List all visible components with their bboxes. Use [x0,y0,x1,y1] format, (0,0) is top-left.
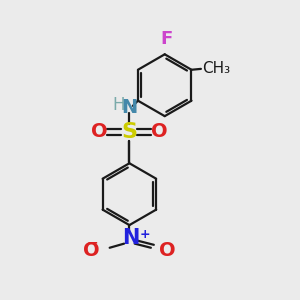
Text: F: F [160,30,172,48]
Text: CH₃: CH₃ [202,61,230,76]
Text: O: O [159,241,176,260]
Text: O: O [83,241,100,260]
Text: N: N [121,98,137,117]
Text: N: N [122,228,140,248]
Text: S: S [122,122,137,142]
Text: O: O [152,122,168,141]
Text: +: + [140,228,150,241]
Text: O: O [91,122,107,141]
Text: −: − [86,236,98,250]
Text: H: H [112,96,124,114]
